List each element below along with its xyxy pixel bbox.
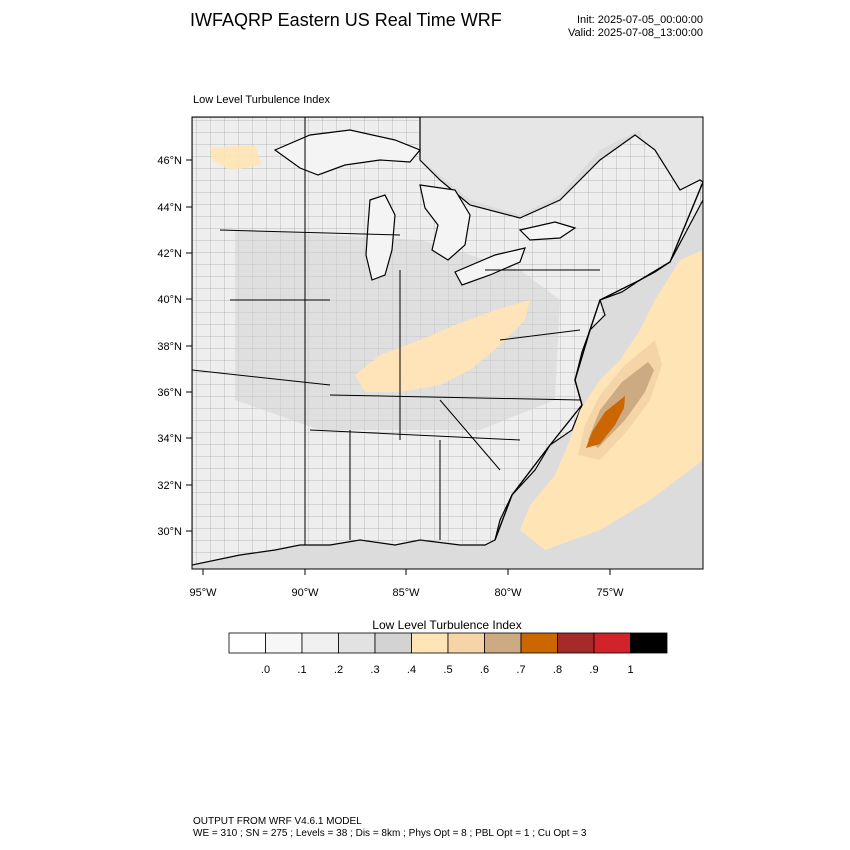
colorbar-swatch — [593, 632, 631, 654]
lat-label-44: 44°N — [157, 202, 182, 214]
lon-axis: 95°W 90°W 85°W 80°W 75°W — [189, 569, 624, 599]
colorbar-swatch — [301, 632, 339, 654]
lat-label-42: 42°N — [157, 248, 182, 260]
footer-model-line: OUTPUT FROM WRF V4.6.1 MODEL — [193, 816, 362, 827]
colorbar-label: .9 — [589, 664, 598, 676]
colorbar-swatch — [265, 632, 303, 654]
colorbar-label: .8 — [553, 664, 562, 676]
turbulence-field-light — [355, 300, 530, 392]
init-time: Init: 2025-07-05_00:00:00 — [577, 14, 703, 26]
main-title: IWFAQRP Eastern US Real Time WRF — [190, 10, 502, 30]
lon-label-90: 90°W — [291, 587, 319, 599]
colorbar-swatch — [411, 632, 449, 654]
canada-land — [420, 117, 703, 215]
colorbar-swatch — [228, 632, 266, 654]
colorbar-label: 1 — [627, 664, 633, 676]
lon-label-75: 75°W — [596, 587, 624, 599]
colorbar-label: .6 — [480, 664, 489, 676]
footer-config-line: WE = 310 ; SN = 275 ; Levels = 38 ; Dis … — [193, 828, 587, 839]
lake-huron — [419, 184, 471, 261]
coastline — [494, 181, 703, 541]
map-area — [192, 117, 703, 569]
colorbar-label: .1 — [297, 664, 306, 676]
colorbar-label: .3 — [370, 664, 379, 676]
colorbar-swatch — [374, 632, 412, 654]
gray-field — [235, 230, 560, 430]
map-subtitle: Low Level Turbulence Index — [193, 94, 330, 106]
lat-label-38: 38°N — [157, 341, 182, 353]
lon-label-80: 80°W — [494, 587, 522, 599]
colorbar-swatch — [557, 632, 595, 654]
colorbar-label: .7 — [516, 664, 525, 676]
colorbar-label: .2 — [334, 664, 343, 676]
colorbar-label: .4 — [407, 664, 416, 676]
lat-label-30: 30°N — [157, 526, 182, 538]
colorbar-swatch — [520, 632, 558, 654]
colorbar-swatch — [484, 632, 522, 654]
colorbar-label: .5 — [443, 664, 452, 676]
colorbar: .0 .1 .2 .3 .4 .5 .6 .7 .8 .9 1 — [228, 632, 668, 676]
colorbar-title: Low Level Turbulence Index — [372, 618, 522, 632]
lat-label-34: 34°N — [157, 433, 182, 445]
lat-label-40: 40°N — [157, 294, 182, 306]
colorbar-label: .0 — [261, 664, 270, 676]
lon-label-95: 95°W — [189, 587, 217, 599]
state-boundaries — [192, 117, 600, 545]
lake-ontario — [518, 221, 577, 241]
lon-label-85: 85°W — [392, 587, 420, 599]
lat-axis: 46°N 44°N 42°N 40°N 38°N 36°N 34°N 32°N … — [157, 155, 192, 538]
lat-label-36: 36°N — [157, 387, 182, 399]
lake-michigan — [365, 194, 396, 281]
colorbar-swatch — [447, 632, 485, 654]
map-frame — [191, 116, 704, 570]
colorbar-swatch — [630, 632, 668, 654]
lake-superior — [273, 129, 421, 176]
lat-label-32: 32°N — [157, 480, 182, 492]
colorbar-swatch — [338, 632, 376, 654]
valid-time: Valid: 2025-07-08_13:00:00 — [568, 27, 703, 39]
turbulence-field-north — [210, 145, 262, 170]
turbulence-field-max — [586, 396, 625, 448]
lake-erie — [454, 247, 526, 286]
lat-label-46: 46°N — [157, 155, 182, 167]
